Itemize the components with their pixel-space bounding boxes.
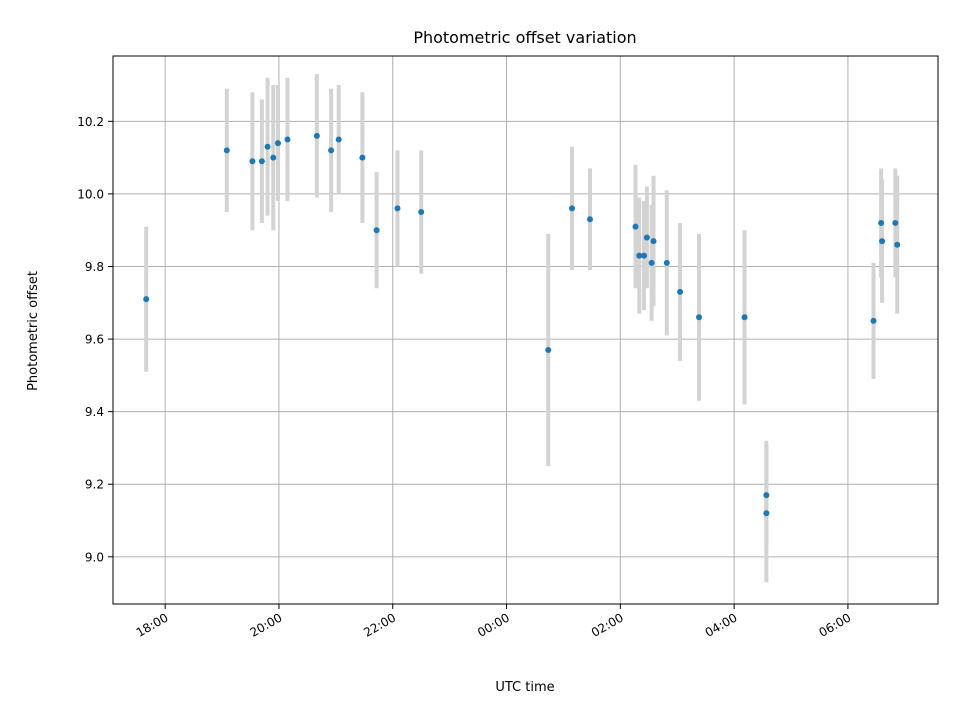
data-point	[586, 216, 593, 223]
data-point	[636, 252, 643, 259]
data-point	[763, 510, 770, 517]
data-point	[641, 252, 648, 259]
y-tick-label: 9.4	[85, 405, 104, 419]
data-point	[143, 296, 150, 303]
x-axis-label: UTC time	[495, 680, 554, 695]
data-point	[763, 492, 770, 499]
data-point	[892, 219, 899, 226]
data-point	[328, 147, 335, 154]
data-point	[418, 209, 425, 216]
data-point	[643, 234, 650, 241]
data-point	[258, 158, 265, 165]
y-tick-label: 9.2	[85, 478, 104, 492]
data-point	[568, 205, 575, 212]
data-point	[545, 346, 552, 353]
data-point	[696, 314, 703, 321]
data-point	[879, 238, 886, 245]
data-point	[648, 259, 655, 266]
y-tick-label: 10.2	[77, 115, 104, 129]
data-point	[359, 154, 366, 161]
data-point	[677, 288, 684, 295]
data-point	[270, 154, 277, 161]
data-point	[394, 205, 401, 212]
data-point	[632, 223, 639, 230]
data-points	[143, 132, 901, 517]
chart-title: Photometric offset variation	[413, 28, 636, 47]
grid	[113, 56, 938, 604]
data-point	[335, 136, 342, 143]
y-tick-label: 9.8	[85, 260, 104, 274]
data-point	[275, 140, 281, 147]
data-point	[313, 132, 320, 139]
data-point	[373, 227, 380, 234]
y-axis-label: Photometric offset	[26, 271, 41, 391]
data-point	[741, 314, 748, 321]
y-tick-label: 9.0	[85, 550, 104, 564]
y-tick-label: 9.6	[85, 333, 104, 347]
y-tick-label: 10.0	[77, 187, 104, 201]
plot-frame	[112, 55, 939, 605]
data-point	[878, 219, 885, 226]
data-point	[870, 317, 877, 324]
data-point	[264, 143, 271, 150]
data-point	[663, 259, 670, 266]
data-point	[284, 136, 291, 143]
data-point	[223, 147, 230, 154]
data-point	[249, 158, 256, 165]
y-axis-ticks: 9.0 9.2 9.4 9.6 9.8 10.0 10.2	[77, 115, 113, 564]
data-point	[650, 238, 657, 245]
data-point	[894, 241, 901, 248]
